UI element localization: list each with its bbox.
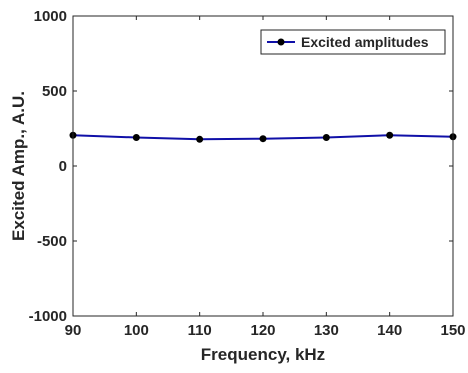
x-axis-ticks: 90 100 110 120 130 140 150 [65,16,466,339]
data-point [196,135,204,143]
x-tick-label: 100 [124,322,149,339]
y-tick-label: 1000 [34,8,67,25]
y-tick-label: 500 [42,83,67,100]
legend-label: Excited amplitudes [301,34,429,50]
x-tick-label: 110 [188,322,212,339]
legend-marker [277,38,285,46]
x-tick-label: 140 [377,322,402,339]
y-axis-label: Excited Amp., A.U. [9,91,28,241]
plot-frame [72,15,454,317]
x-tick-label: 120 [250,322,275,339]
series-layer [69,131,457,143]
data-point [386,131,394,139]
y-tick-label: -1000 [29,308,67,325]
data-point [322,134,330,141]
y-axis-ticks: -1000 -500 0 500 1000 [29,8,453,325]
y-tick-label: -500 [37,233,67,250]
x-tick-label: 130 [314,322,339,339]
y-tick-label: 0 [59,158,67,175]
data-point [132,134,140,141]
x-tick-label: 90 [65,322,82,339]
data-point [259,135,267,143]
x-tick-label: 150 [440,322,465,339]
x-axis-label: Frequency, kHz [201,345,325,364]
legend: Excited amplitudes [260,29,446,55]
